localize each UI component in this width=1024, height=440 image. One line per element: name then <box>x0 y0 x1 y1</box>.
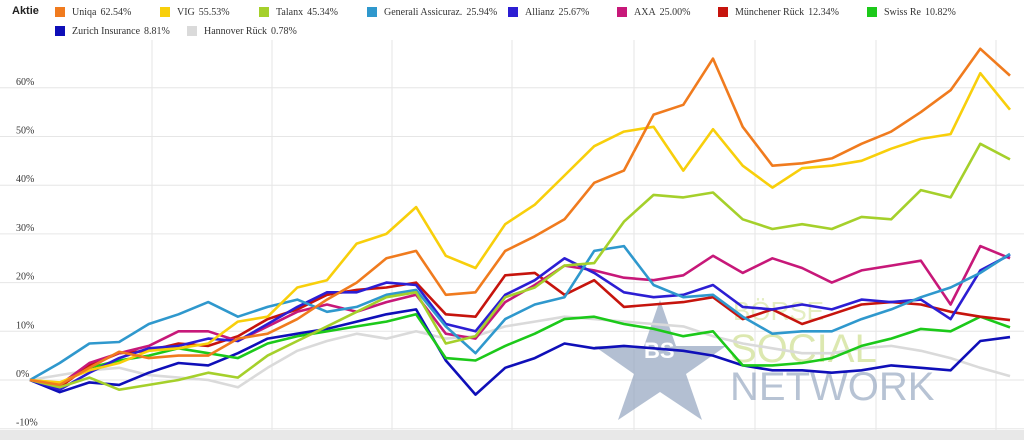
legend-label: Münchener Rück 12.34% <box>735 7 839 18</box>
legend-swatch <box>866 6 878 18</box>
legend-swatch <box>54 6 66 18</box>
legend-swatch <box>616 6 628 18</box>
y-tick-label: 60% <box>16 77 34 88</box>
legend-item-generali-assicuraz-[interactable]: Generali Assicuraz. 25.94% <box>366 5 497 19</box>
watermark-star-icon <box>594 300 726 420</box>
legend-label: Talanx 45.34% <box>276 7 338 18</box>
y-tick-label: -10% <box>16 418 38 429</box>
legend-label: Uniqa 62.54% <box>72 7 131 18</box>
legend-swatch <box>507 6 519 18</box>
series-line-swiss-re[interactable] <box>29 312 1011 387</box>
legend-item-m-nchener-r-ck[interactable]: Münchener Rück 12.34% <box>717 5 839 19</box>
legend-series-name: Zurich Insurance <box>72 25 141 37</box>
legend-label: AXA 25.00% <box>634 7 691 18</box>
y-tick-label: 30% <box>16 223 34 234</box>
series-line-allianz[interactable] <box>29 253 1011 392</box>
legend-series-value: 25.94% <box>466 6 498 18</box>
y-axis: -10% 0% 10% 20% 30% 40% 50% 60% <box>16 77 38 429</box>
series-line-generali-assicuraz-[interactable] <box>29 244 1011 382</box>
y-tick-label: 50% <box>16 126 34 137</box>
legend-series-name: Hannover Rück <box>204 25 268 37</box>
legend-series-value: 12.34% <box>808 6 839 18</box>
legend-item-vig[interactable]: VIG 55.53% <box>159 5 230 19</box>
legend-swatch <box>366 6 378 18</box>
series-line-vig[interactable] <box>29 71 1012 384</box>
legend-item-talanx[interactable]: Talanx 45.34% <box>258 5 338 19</box>
legend-swatch <box>159 6 171 18</box>
legend-swatch <box>186 25 198 37</box>
legend-label: Zurich Insurance 8.81% <box>72 26 170 37</box>
legend-series-value: 62.54% <box>100 6 132 18</box>
legend-item-allianz[interactable]: Allianz 25.67% <box>507 5 589 19</box>
legend-item-swiss-re[interactable]: Swiss Re 10.82% <box>866 5 956 19</box>
legend-label: Hannover Rück 0.78% <box>204 26 297 37</box>
y-tick-label: 0% <box>16 369 29 380</box>
legend-item-axa[interactable]: AXA 25.00% <box>616 5 691 19</box>
legend-series-value: 25.67% <box>558 6 590 18</box>
legend-label: VIG 55.53% <box>177 7 230 18</box>
legend-series-name: AXA <box>634 6 656 18</box>
legend: Aktie Uniqa 62.54% VIG 55.53% Talanx 45.34% Ge… <box>0 0 1024 42</box>
legend-swatch <box>717 6 729 18</box>
legend-label: Generali Assicuraz. 25.94% <box>384 7 497 18</box>
series-line-talanx[interactable] <box>29 142 1011 392</box>
legend-swatch <box>258 6 270 18</box>
legend-series-value: 10.82% <box>924 6 956 18</box>
legend-label: Allianz 25.67% <box>525 7 589 18</box>
legend-series-value: 25.00% <box>659 6 691 18</box>
legend-series-name: Generali Assicuraz. <box>384 6 463 18</box>
legend-item-zurich-insurance[interactable]: Zurich Insurance 8.81% <box>54 24 170 38</box>
legend-series-value: 55.53% <box>198 6 230 18</box>
y-tick-label: 10% <box>16 320 34 331</box>
series-line-uniqa[interactable] <box>29 47 1011 387</box>
legend-series-name: Talanx <box>276 6 304 18</box>
legend-series-value: 0.78% <box>271 25 297 37</box>
legend-item-hannover-r-ck[interactable]: Hannover Rück 0.78% <box>186 24 297 38</box>
legend-series-name: Allianz <box>525 6 555 18</box>
legend-series-name: Uniqa <box>72 6 97 18</box>
y-tick-label: 20% <box>16 272 34 283</box>
legend-series-value: 8.81% <box>144 25 170 37</box>
legend-series-value: 45.34% <box>307 6 338 18</box>
series-layer <box>29 47 1012 396</box>
legend-series-name: Swiss Re <box>884 6 921 18</box>
x-axis-bar <box>0 430 1024 440</box>
series-line-zurich-insurance[interactable] <box>29 308 1011 396</box>
y-tick-label: 40% <box>16 174 34 185</box>
legend-series-name: Münchener Rück <box>735 6 805 18</box>
legend-item-uniqa[interactable]: Uniqa 62.54% <box>54 5 131 19</box>
legend-swatch <box>54 25 66 37</box>
legend-label: Swiss Re 10.82% <box>884 7 956 18</box>
legend-series-name: VIG <box>177 6 195 18</box>
legend-title: Aktie <box>12 5 39 17</box>
watermark: BS BÖRSE SOCIAL NETWORK <box>594 296 935 420</box>
